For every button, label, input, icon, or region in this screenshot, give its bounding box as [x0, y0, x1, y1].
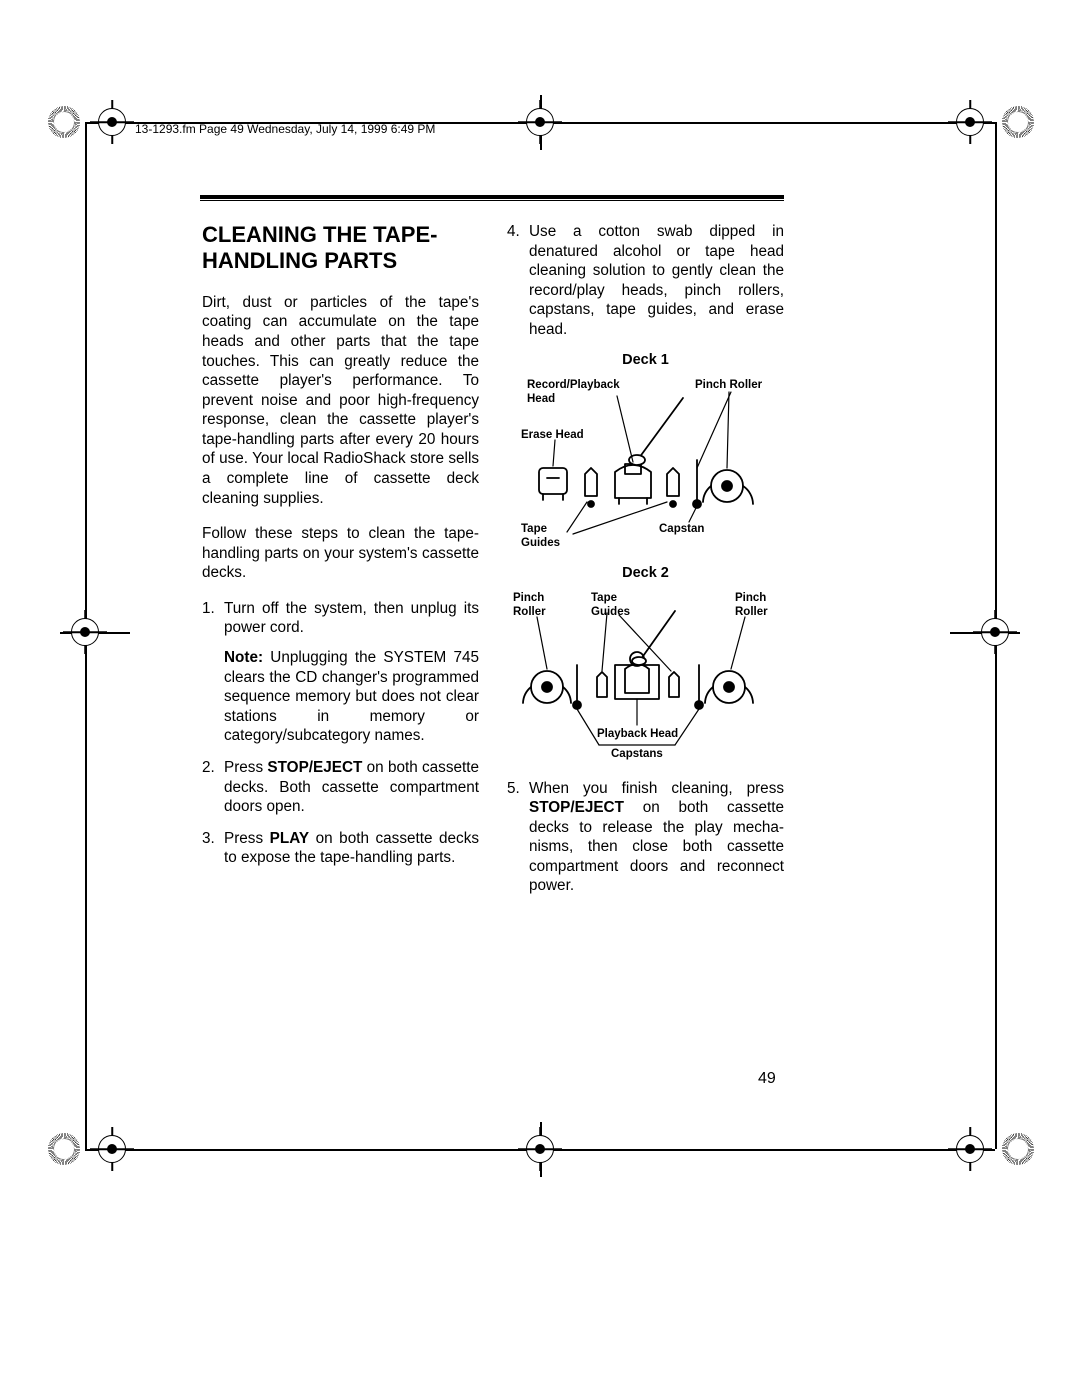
- step-num: 2.: [202, 758, 215, 778]
- note-text: Unplugging the SYSTEM 745 clears the CD …: [224, 649, 479, 744]
- step-bold: STOP/EJECT: [529, 799, 624, 816]
- step-bold: PLAY: [270, 830, 309, 847]
- lbl-tg1: Tape: [591, 592, 617, 604]
- lbl-pr2: Roller: [735, 606, 768, 618]
- step-body: When you finish cleaning, press STOP/EJE…: [529, 779, 784, 896]
- steps-list-right2: 5. When you finish cleaning, press STOP/…: [507, 779, 784, 896]
- lbl-rec-head2: Head: [527, 393, 555, 405]
- content-columns: CLEANING THE TAPE-HANDLING PARTS Dirt, d…: [202, 222, 784, 908]
- crop-mark-mr: [973, 610, 1017, 654]
- page-number: 49: [758, 1070, 776, 1088]
- lbl-tape1: Tape: [521, 523, 547, 535]
- lbl-capstan: Capstan: [659, 523, 704, 535]
- column-right: 4. Use a cotton swab dipped in denatured…: [507, 222, 784, 908]
- crop-mark-tm: [518, 100, 562, 144]
- step-body: Use a cotton swab dipped in denatured al…: [529, 222, 784, 339]
- deck2-svg: Pinch Roller Tape Guides Pinch Roller Pl…: [507, 587, 784, 765]
- diagram-deck2: Deck 2: [507, 564, 784, 765]
- steps-list-right: 4. Use a cotton swab dipped in denatured…: [507, 222, 784, 339]
- step-num: 3.: [202, 829, 215, 849]
- lbl-tg2: Guides: [591, 606, 630, 618]
- lbl-caps: Capstans: [611, 748, 663, 760]
- lbl-pr1: Pinch: [735, 592, 766, 604]
- step-3: 3. Press PLAY on both cassette decks to …: [202, 829, 479, 868]
- step-num: 1.: [202, 599, 215, 619]
- step-pre: When you finish cleaning, press: [529, 780, 784, 797]
- section-rule: [200, 195, 784, 201]
- step-note: Note: Unplugging the SYSTEM 745 clears t…: [224, 648, 479, 746]
- lbl-pl1: Pinch: [513, 592, 544, 604]
- crop-mark-tl: [48, 100, 134, 144]
- column-left: CLEANING THE TAPE-HANDLING PARTS Dirt, d…: [202, 222, 479, 908]
- lbl-rec-head: Record/Playback: [527, 379, 620, 391]
- step-pre: Press: [224, 830, 270, 847]
- diagram-deck2-title: Deck 2: [507, 564, 784, 583]
- lbl-ph: Playback Head: [597, 728, 678, 740]
- step-bold: STOP/EJECT: [267, 759, 362, 776]
- section-title: CLEANING THE TAPE-HANDLING PARTS: [202, 222, 479, 275]
- step-body: Press STOP/EJECT on both cas­sette decks…: [224, 758, 479, 817]
- diagram-deck1-title: Deck 1: [507, 351, 784, 370]
- crop-mark-tr: [948, 100, 1034, 144]
- crop-mark-bl: [48, 1127, 134, 1171]
- page-header-text: 13-1293.fm Page 49 Wednesday, July 14, 1…: [135, 122, 435, 136]
- lbl-tape2: Guides: [521, 537, 560, 549]
- lbl-erase: Erase Head: [521, 429, 584, 441]
- intro-para-1: Dirt, dust or particles of the tape's co…: [202, 293, 479, 508]
- step-1: 1. Turn off the system, then unplug its …: [202, 599, 479, 746]
- step-5: 5. When you finish cleaning, press STOP/…: [507, 779, 784, 896]
- lbl-pinch: Pinch Roller: [695, 379, 763, 391]
- step-num: 5.: [507, 779, 520, 799]
- intro-para-2: Follow these steps to clean the tape-han…: [202, 524, 479, 583]
- step-4: 4. Use a cotton swab dipped in denatured…: [507, 222, 784, 339]
- note-label: Note:: [224, 649, 263, 666]
- step-body: Turn off the system, then unplug its pow…: [224, 599, 479, 638]
- step-pre: Press: [224, 759, 267, 776]
- step-body: Press PLAY on both cassette decks to exp…: [224, 829, 479, 868]
- crop-mark-bm: [518, 1127, 562, 1171]
- steps-list-left: 1. Turn off the system, then unplug its …: [202, 599, 479, 868]
- crop-mark-ml: [63, 610, 107, 654]
- crop-mark-br: [948, 1127, 1034, 1171]
- deck1-svg: Record/Playback Head Pinch Roller Erase …: [507, 374, 784, 550]
- step-num: 4.: [507, 222, 520, 242]
- step-2: 2. Press STOP/EJECT on both cas­sette de…: [202, 758, 479, 817]
- lbl-pl2: Roller: [513, 606, 546, 618]
- diagram-deck1: Deck 1: [507, 351, 784, 550]
